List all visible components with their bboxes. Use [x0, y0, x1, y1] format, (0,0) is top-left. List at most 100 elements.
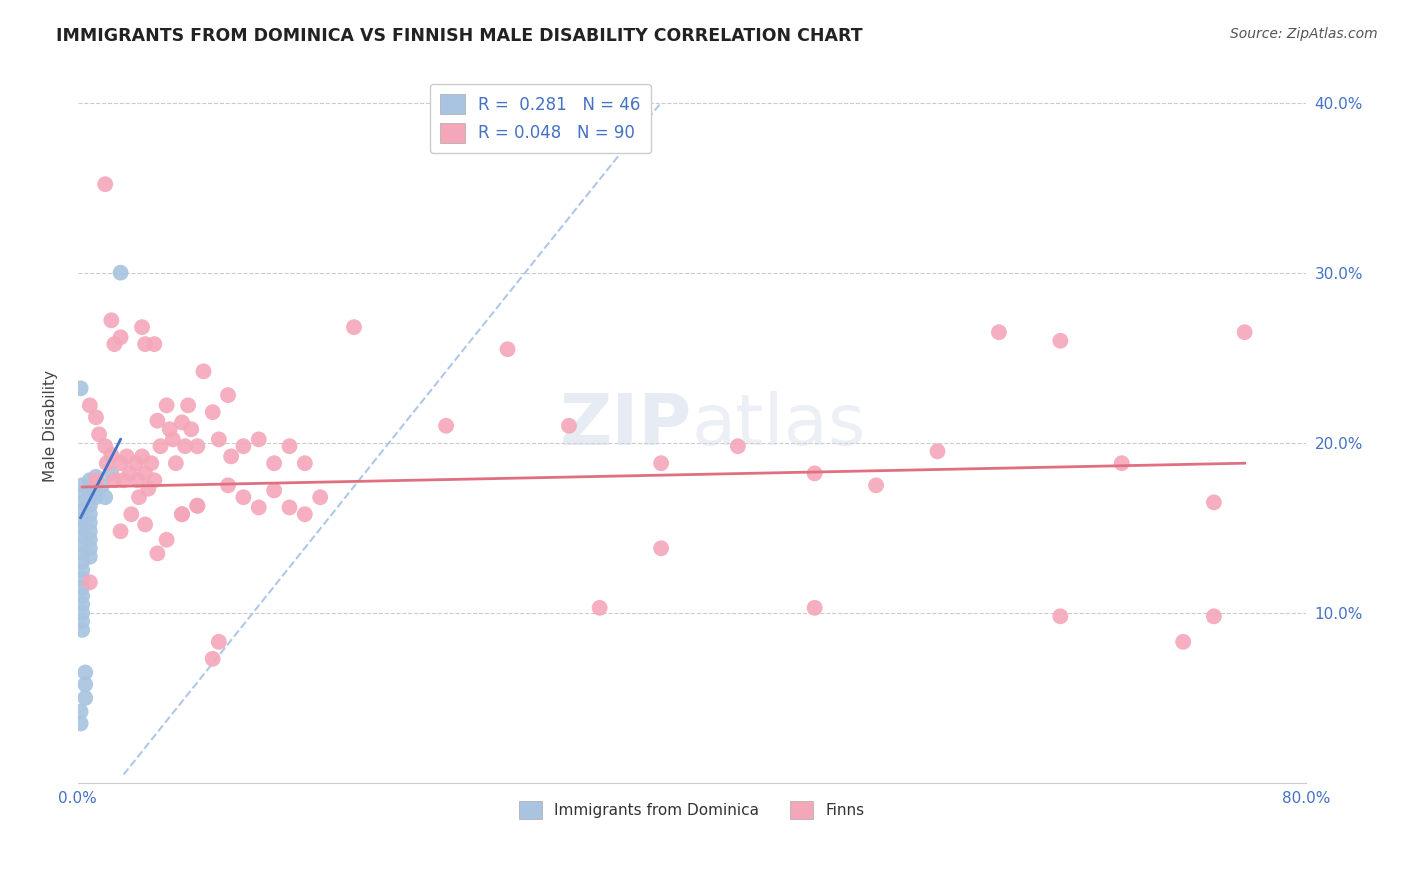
Point: [434, 418, 457, 433]
Point: [156, 533, 179, 547]
Point: [208, 433, 231, 447]
Point: [141, 456, 163, 470]
Point: [1202, 609, 1225, 624]
Point: [69, 716, 91, 731]
Point: [84, 478, 107, 492]
Point: [1049, 609, 1071, 624]
Point: [87, 427, 110, 442]
Point: [803, 467, 825, 481]
Point: [70, 529, 93, 543]
Point: [217, 388, 239, 402]
Point: [496, 343, 519, 357]
Point: [146, 546, 169, 560]
Point: [180, 422, 202, 436]
Point: [70, 495, 93, 509]
Point: [103, 473, 125, 487]
Point: [727, 439, 749, 453]
Point: [110, 524, 132, 539]
Point: [79, 533, 101, 547]
Point: [70, 504, 93, 518]
Point: [70, 572, 93, 586]
Point: [79, 541, 101, 556]
Point: [170, 508, 193, 522]
Point: [156, 398, 179, 412]
Point: [278, 439, 301, 453]
Point: [201, 652, 224, 666]
Point: [84, 490, 107, 504]
Point: [134, 467, 156, 481]
Legend: Immigrants from Dominica, Finns: Immigrants from Dominica, Finns: [513, 795, 870, 825]
Point: [70, 598, 93, 612]
Point: [70, 606, 93, 620]
Point: [149, 439, 172, 453]
Point: [186, 439, 208, 453]
Point: [70, 623, 93, 637]
Point: [79, 549, 101, 564]
Point: [103, 337, 125, 351]
Point: [1111, 456, 1133, 470]
Point: [247, 433, 270, 447]
Point: [79, 490, 101, 504]
Point: [208, 635, 231, 649]
Point: [100, 448, 122, 462]
Point: [84, 473, 107, 487]
Point: [75, 665, 97, 680]
Point: [232, 439, 254, 453]
Point: [165, 456, 187, 470]
Point: [125, 456, 148, 470]
Point: [143, 473, 166, 487]
Point: [69, 705, 91, 719]
Point: [174, 439, 197, 453]
Point: [134, 517, 156, 532]
Point: [70, 615, 93, 629]
Point: [94, 178, 117, 192]
Point: [294, 456, 316, 470]
Point: [84, 470, 107, 484]
Point: [294, 508, 316, 522]
Point: [100, 313, 122, 327]
Point: [1173, 635, 1195, 649]
Point: [70, 563, 93, 577]
Point: [143, 337, 166, 351]
Point: [112, 473, 135, 487]
Point: [70, 555, 93, 569]
Point: [343, 320, 366, 334]
Point: [186, 499, 208, 513]
Point: [177, 398, 200, 412]
Point: [162, 433, 184, 447]
Point: [1202, 495, 1225, 509]
Point: [146, 414, 169, 428]
Point: [927, 444, 949, 458]
Point: [263, 456, 285, 470]
Point: [70, 478, 93, 492]
Text: ZIP: ZIP: [560, 392, 692, 460]
Point: [589, 600, 612, 615]
Point: [91, 478, 114, 492]
Point: [201, 405, 224, 419]
Point: [217, 478, 239, 492]
Point: [84, 410, 107, 425]
Point: [170, 508, 193, 522]
Point: [69, 381, 91, 395]
Point: [79, 508, 101, 522]
Point: [79, 473, 101, 487]
Text: Source: ZipAtlas.com: Source: ZipAtlas.com: [1230, 27, 1378, 41]
Point: [110, 456, 132, 470]
Point: [1049, 334, 1071, 348]
Point: [263, 483, 285, 498]
Point: [115, 450, 138, 464]
Point: [70, 589, 93, 603]
Point: [70, 512, 93, 526]
Point: [247, 500, 270, 515]
Point: [70, 487, 93, 501]
Point: [75, 690, 97, 705]
Point: [118, 467, 141, 481]
Point: [803, 600, 825, 615]
Point: [128, 490, 150, 504]
Point: [278, 500, 301, 515]
Point: [865, 478, 887, 492]
Point: [120, 508, 142, 522]
Point: [110, 330, 132, 344]
Point: [79, 398, 101, 412]
Point: [70, 538, 93, 552]
